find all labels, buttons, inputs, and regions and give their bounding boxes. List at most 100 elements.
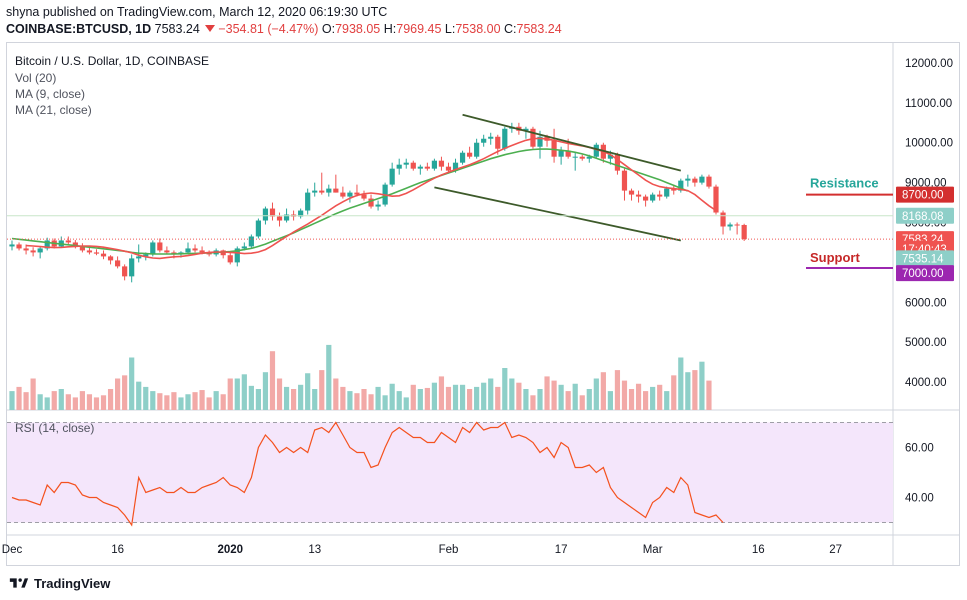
candle-body <box>234 248 240 263</box>
price-axis-badge-label: 8700.00 <box>902 190 944 202</box>
candle-body <box>283 214 290 221</box>
quote-line: COINBASE:BTCUSD, 1D 7583.24 −354.81 (−4.… <box>6 22 562 36</box>
candle-body <box>16 244 22 249</box>
candle-body <box>72 242 78 246</box>
candle-body <box>396 164 402 169</box>
rsi-band-fill <box>7 422 893 523</box>
volume-bar <box>671 375 677 410</box>
candle-body <box>368 198 374 207</box>
candle-body <box>628 190 635 195</box>
volume-bar <box>481 382 487 410</box>
candle-body <box>614 154 621 171</box>
candle-body <box>424 166 430 169</box>
price-tick-label: 5000.00 <box>905 337 947 349</box>
price-chart[interactable]: 12000.0011000.0010000.009000.008000.0070… <box>0 0 967 570</box>
candle-body <box>699 176 705 183</box>
volume-bar <box>474 386 480 410</box>
rsi-legend: RSI (14, close) <box>15 421 94 435</box>
candle-body <box>248 236 254 247</box>
volume-bar <box>488 378 494 410</box>
chart-texts: Resistance Support Bitcoin / U.S. Dollar, … <box>15 54 879 435</box>
candle-body <box>459 152 466 163</box>
volume-bar <box>502 368 508 410</box>
candle-body <box>565 150 571 157</box>
volume-bar <box>657 384 663 410</box>
volume-bar <box>262 372 269 410</box>
volume-bar <box>678 357 684 410</box>
volume-bar <box>100 395 107 410</box>
candle-body <box>93 252 100 254</box>
volume-bar <box>396 391 402 410</box>
volume-bar <box>305 373 311 410</box>
price-axis[interactable]: 12000.0011000.0010000.009000.008000.0070… <box>896 58 954 505</box>
footer[interactable]: TradingView <box>8 572 110 594</box>
candle-body <box>621 170 628 191</box>
volume-bar <box>129 357 135 410</box>
candle-body <box>136 256 142 259</box>
volume-bar <box>375 386 381 410</box>
volume-bar <box>537 389 543 410</box>
candle-body <box>438 160 445 167</box>
price-tick-label: 10000.00 <box>905 138 953 150</box>
candle-body <box>741 224 747 240</box>
volume-bar <box>23 392 29 410</box>
candle-body <box>734 224 740 226</box>
candle-body <box>474 142 480 157</box>
close-value: 7583.24 <box>516 22 562 36</box>
candle-body <box>255 220 261 237</box>
time-tick-label: 16 <box>111 544 124 556</box>
rsi-background <box>7 422 893 523</box>
volume-bar <box>467 389 473 410</box>
volume-bar <box>72 397 78 410</box>
candle-body <box>643 196 649 201</box>
legend-entry: MA (9, close) <box>15 87 85 101</box>
candle-body <box>298 210 304 217</box>
volume-bar <box>298 384 304 410</box>
volume-bar <box>93 397 100 410</box>
volume-bar <box>136 381 142 410</box>
candle-body <box>586 156 592 159</box>
volume-bar <box>255 389 261 410</box>
volume-bar <box>347 391 353 410</box>
chart-frame[interactable] <box>6 42 960 566</box>
volume-bar <box>283 386 290 410</box>
candle-body <box>607 154 613 159</box>
candle-body <box>333 188 339 193</box>
volume-bar <box>565 391 571 410</box>
price-axis-badge <box>896 250 954 267</box>
volume-bar <box>115 378 121 410</box>
volume-bar <box>340 386 346 410</box>
candle-body <box>65 240 71 243</box>
time-tick-label: Dec <box>2 544 23 556</box>
volume-bar <box>241 374 247 410</box>
candle-body <box>79 245 85 251</box>
candle-body <box>326 188 332 193</box>
indicator-lines <box>7 113 893 527</box>
candle-body <box>340 192 346 197</box>
volume-bar <box>438 376 445 410</box>
price-tick-label: 11000.00 <box>905 98 952 110</box>
candle-body <box>276 216 283 221</box>
volume-bar <box>692 370 698 410</box>
volume-bar <box>643 391 649 410</box>
price-change: −354.81 (−4.47%) <box>218 22 319 36</box>
volume-bar <box>558 384 564 410</box>
volume-bar <box>58 389 64 410</box>
volume-bar <box>403 397 409 410</box>
time-tick-label: 17 <box>555 544 568 556</box>
candle-body <box>481 138 487 143</box>
candle-body <box>192 248 198 251</box>
candle-body <box>671 188 677 191</box>
time-tick-label: 27 <box>829 544 842 556</box>
volume-bar <box>368 394 374 410</box>
volume-bar <box>685 372 691 410</box>
time-axis[interactable]: Dec 16 2020 13 Feb 17 Mar 16 27 <box>2 544 842 556</box>
time-tick-label: 2020 <box>217 544 243 556</box>
candle-body <box>361 194 367 199</box>
candle-body <box>220 250 226 256</box>
volume-bar <box>509 378 515 410</box>
volume-bar <box>544 376 550 410</box>
chart-title: Bitcoin / U.S. Dollar, 1D, COINBASE <box>15 54 209 68</box>
volume-bar <box>628 389 635 410</box>
volume-bar <box>192 392 198 410</box>
